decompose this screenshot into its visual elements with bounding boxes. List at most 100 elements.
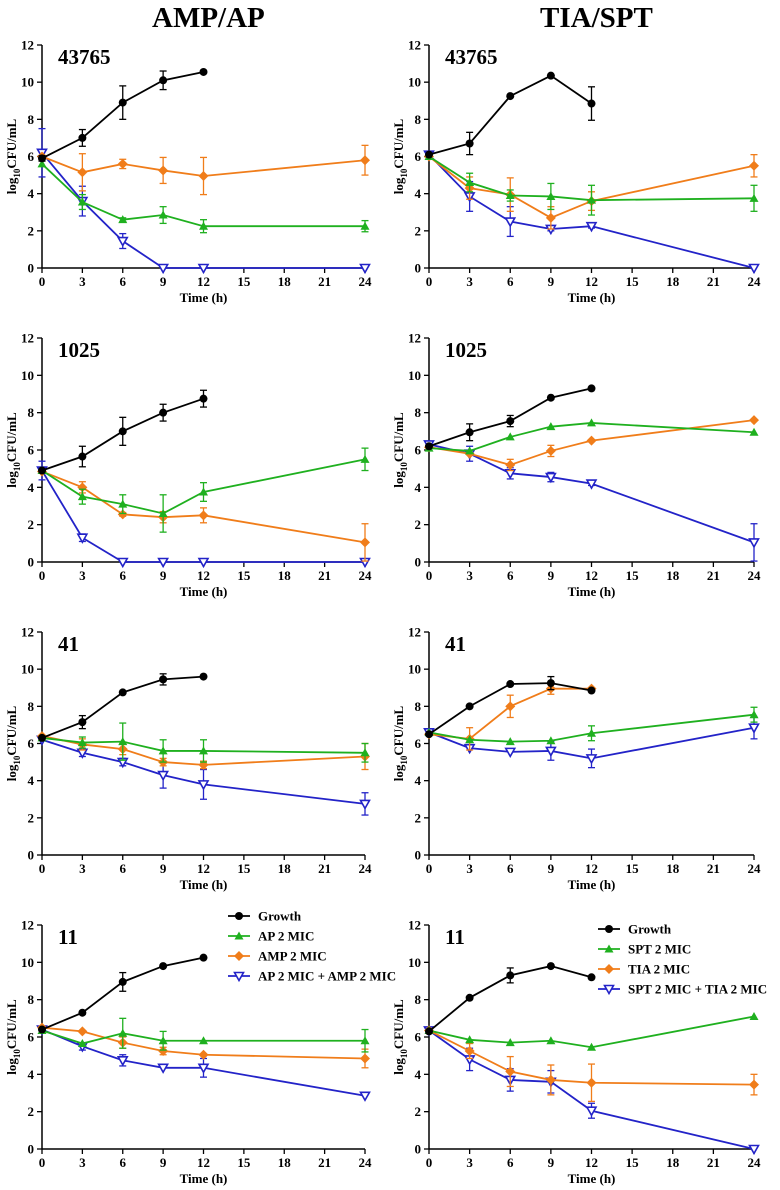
series-line — [41, 470, 366, 544]
data-point — [506, 680, 515, 689]
x-tick-label: 12 — [197, 568, 210, 583]
data-point — [199, 953, 208, 962]
data-point — [77, 1026, 88, 1037]
legend: Growth SPT 2 MIC TIA 2 MIC SPT 2 MIC + TIA … — [598, 922, 767, 997]
data-point — [585, 479, 598, 490]
legend-marker — [233, 971, 245, 983]
data-point — [465, 735, 475, 744]
x-tick-label: 3 — [466, 861, 473, 876]
y-tick-label: 0 — [28, 848, 35, 863]
data-point — [546, 679, 555, 688]
x-axis-label: Time (h) — [568, 290, 616, 305]
legend-label: SPT 2 MIC + TIA 2 MIC — [628, 982, 767, 997]
strain-label: 11 — [58, 925, 78, 949]
x-tick-label: 24 — [748, 274, 762, 289]
data-point — [505, 459, 516, 470]
x-tick-label: 18 — [666, 1155, 680, 1170]
data-point — [199, 746, 208, 755]
y-tick-label: 4 — [415, 1067, 422, 1082]
data-point — [360, 1053, 370, 1064]
legend-item: Growth — [228, 909, 302, 924]
data-point — [159, 962, 168, 971]
data-point — [504, 747, 517, 758]
series-ap-2-mic — [37, 1017, 370, 1053]
y-tick-label: 2 — [415, 517, 422, 532]
x-tick-label: 15 — [237, 274, 251, 289]
series-line — [41, 163, 365, 228]
y-tick-label: 4 — [28, 480, 35, 495]
x-tick-label: 3 — [79, 568, 86, 583]
data-point — [118, 98, 127, 107]
data-point — [749, 160, 759, 171]
x-tick-label: 21 — [707, 274, 720, 289]
x-tick-label: 9 — [548, 1155, 555, 1170]
y-tick-label: 4 — [415, 186, 422, 201]
data-point — [465, 993, 474, 1002]
data-point — [359, 263, 371, 275]
series-line — [428, 74, 593, 156]
x-tick-label: 0 — [39, 274, 46, 289]
y-tick-label: 2 — [28, 223, 35, 238]
data-point — [158, 1036, 168, 1045]
legend: Growth AP 2 MIC AMP 2 MIC AP 2 MIC + AMP 2 … — [228, 909, 396, 984]
data-point — [587, 686, 596, 695]
x-tick-label: 21 — [707, 861, 720, 876]
y-tick-label: 8 — [415, 992, 422, 1007]
y-tick-label: 10 — [408, 368, 421, 383]
x-tick-label: 18 — [278, 274, 292, 289]
y-tick-label: 6 — [415, 1030, 422, 1045]
series-line — [41, 470, 365, 563]
x-tick-label: 0 — [426, 861, 433, 876]
data-point — [197, 557, 210, 569]
series-growth — [38, 389, 208, 475]
data-point — [587, 1042, 596, 1051]
y-tick-label: 6 — [28, 1030, 35, 1045]
x-tick-label: 9 — [548, 274, 555, 289]
data-point — [158, 508, 168, 517]
data-point — [360, 1036, 370, 1045]
data-point — [76, 533, 89, 544]
y-tick-label: 12 — [21, 625, 34, 640]
series-amp-2-mic — [37, 466, 370, 562]
x-tick-label: 21 — [318, 861, 331, 876]
y-tick-label: 12 — [21, 918, 34, 933]
data-point — [157, 557, 169, 569]
data-point — [157, 770, 169, 782]
x-tick-label: 18 — [666, 274, 680, 289]
data-point — [546, 191, 556, 200]
y-axis-label: log10CFU/mL — [4, 999, 22, 1075]
data-point — [118, 688, 127, 697]
legend-label: AMP 2 MIC — [258, 949, 327, 964]
y-tick-label: 8 — [415, 112, 422, 127]
y-tick-label: 6 — [415, 149, 422, 164]
data-point — [748, 723, 760, 734]
y-tick-label: 2 — [28, 810, 35, 825]
data-point — [545, 212, 556, 223]
y-axis-label: log10CFU/mL — [391, 118, 409, 194]
data-point — [198, 1049, 209, 1060]
strain-label: 11 — [445, 925, 465, 949]
x-tick-label: 0 — [39, 861, 46, 876]
y-tick-label: 12 — [408, 331, 421, 346]
data-point — [157, 263, 169, 275]
data-point — [159, 408, 168, 417]
data-point — [77, 492, 87, 501]
data-point — [118, 427, 127, 436]
data-point — [158, 165, 169, 176]
data-point — [546, 71, 555, 80]
strain-label: 1025 — [58, 338, 100, 362]
x-tick-label: 3 — [466, 568, 473, 583]
x-tick-label: 6 — [507, 1155, 514, 1170]
series-growth — [38, 67, 208, 163]
series-line — [428, 1015, 755, 1049]
column-title-amp-ap: AMP/AP — [152, 2, 265, 34]
x-tick-label: 15 — [237, 568, 251, 583]
data-point — [585, 1106, 598, 1117]
y-tick-label: 0 — [415, 555, 422, 570]
